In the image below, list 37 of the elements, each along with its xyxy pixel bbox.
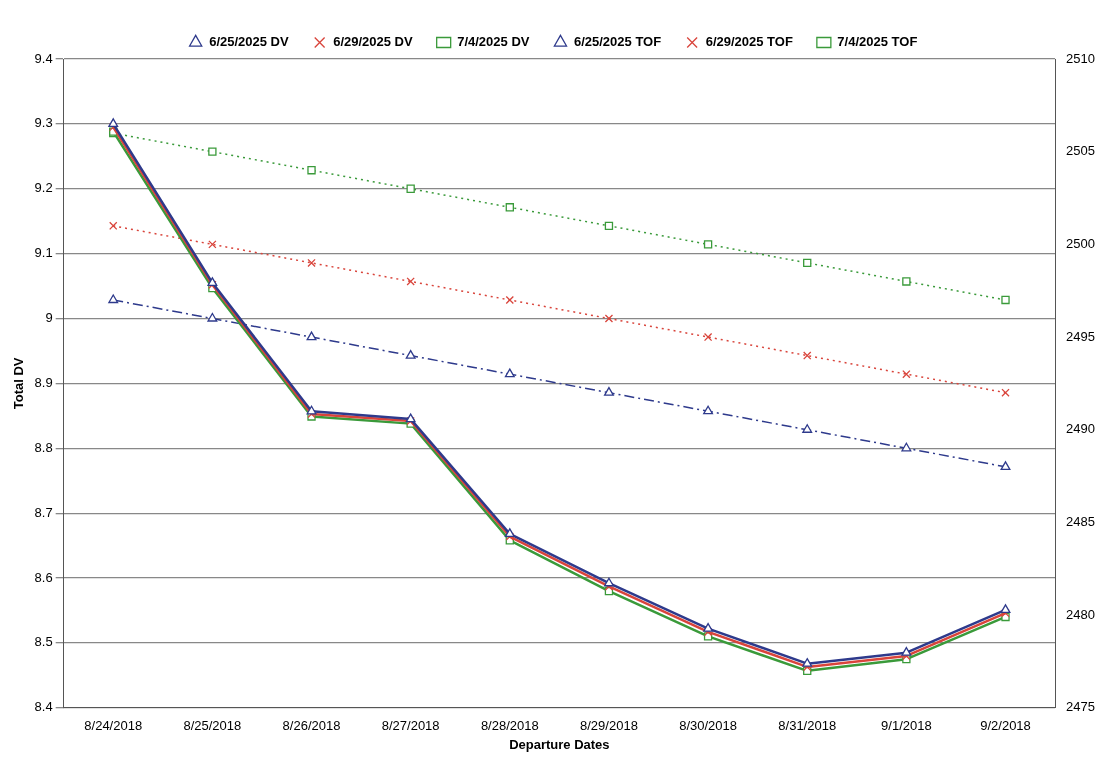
- y-tick-label: 8.8: [34, 439, 53, 455]
- y-tick-label: 9.1: [34, 245, 53, 261]
- legend-label: 7/4/2025 DV: [457, 34, 530, 50]
- x-tick-label: 8/30/2018: [679, 718, 738, 734]
- legend-label: 6/29/2025 DV: [333, 34, 414, 50]
- x-tick-label: 8/24/2018: [84, 718, 143, 734]
- y-tick-label: 9.3: [34, 115, 53, 131]
- legend-label: 7/4/2025 TOF: [837, 34, 918, 50]
- y2-tick-label: 2490: [1066, 421, 1095, 437]
- y-tick-label: 8.4: [34, 699, 53, 715]
- x-tick-label: 8/26/2018: [282, 718, 341, 734]
- y2-tick-label: 2475: [1066, 699, 1095, 715]
- y2-tick-label: 2505: [1066, 143, 1095, 159]
- legend-label: 6/29/2025 TOF: [705, 34, 793, 50]
- x-tick-label: 9/2/2018: [980, 718, 1031, 734]
- y-tick-label: 9.2: [34, 180, 53, 196]
- x-tick-label: 8/27/2018: [381, 718, 440, 734]
- y-axis-title: Total DV: [11, 357, 27, 410]
- y2-tick-label: 2480: [1066, 606, 1095, 622]
- y-tick-label: 9.4: [34, 50, 53, 66]
- y2-tick-label: 2500: [1066, 235, 1095, 251]
- y-tick-label: 9: [45, 310, 53, 326]
- x-tick-label: 8/25/2018: [183, 718, 242, 734]
- x-tick-label: 8/31/2018: [778, 718, 837, 734]
- y2-tick-label: 2495: [1066, 328, 1095, 344]
- y-tick-label: 8.6: [34, 569, 53, 585]
- x-tick-label: 8/29/2018: [580, 718, 638, 734]
- legend-label: 6/25/2025 DV: [209, 34, 289, 50]
- y2-tick-label: 2485: [1066, 514, 1095, 530]
- x-tick-label: 8/28/2018: [480, 718, 539, 734]
- y2-tick-label: 2510: [1066, 50, 1095, 66]
- x-axis-title: Departure Dates: [509, 736, 610, 752]
- x-tick-label: 9/1/2018: [881, 718, 932, 734]
- y-tick-label: 8.7: [34, 504, 53, 520]
- y-tick-label: 8.5: [34, 634, 53, 650]
- y-tick-label: 8.9: [34, 374, 53, 390]
- legend-label: 6/25/2025 TOF: [573, 34, 662, 50]
